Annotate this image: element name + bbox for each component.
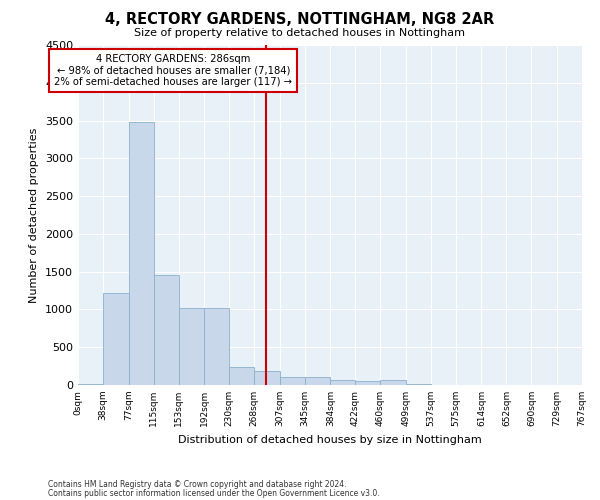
Y-axis label: Number of detached properties: Number of detached properties [29, 128, 40, 302]
Bar [103, 293, 128, 385]
Text: Size of property relative to detached houses in Nottingham: Size of property relative to detached ho… [134, 28, 466, 38]
Bar [78, 384, 103, 385]
Bar [331, 380, 355, 385]
Bar [406, 384, 431, 385]
Bar [229, 367, 254, 385]
Text: 4, RECTORY GARDENS, NOTTINGHAM, NG8 2AR: 4, RECTORY GARDENS, NOTTINGHAM, NG8 2AR [106, 12, 494, 28]
Bar [154, 274, 179, 385]
Bar [305, 378, 331, 385]
Text: Contains public sector information licensed under the Open Government Licence v3: Contains public sector information licen… [48, 488, 380, 498]
Bar [128, 122, 154, 385]
Bar [355, 381, 380, 385]
Bar [179, 308, 204, 385]
Text: Contains HM Land Registry data © Crown copyright and database right 2024.: Contains HM Land Registry data © Crown c… [48, 480, 347, 489]
Bar [380, 380, 406, 385]
Text: 4 RECTORY GARDENS: 286sqm
← 98% of detached houses are smaller (7,184)
2% of sem: 4 RECTORY GARDENS: 286sqm ← 98% of detac… [54, 54, 292, 88]
Bar [280, 378, 305, 385]
X-axis label: Distribution of detached houses by size in Nottingham: Distribution of detached houses by size … [178, 434, 482, 444]
Bar [254, 372, 280, 385]
Bar [204, 308, 229, 385]
